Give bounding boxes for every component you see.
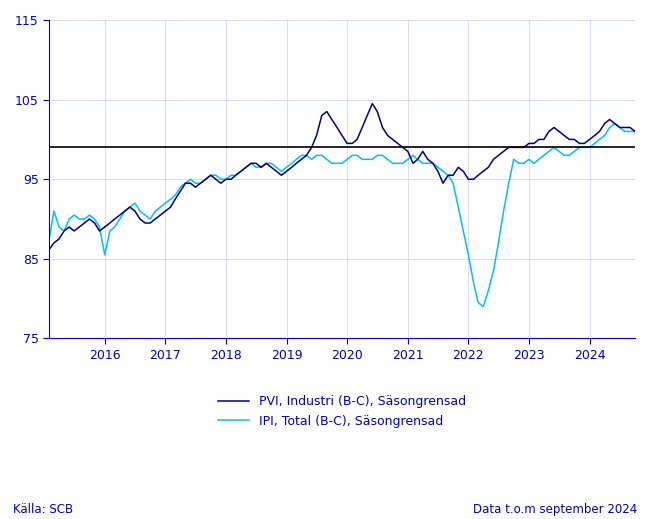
Line: PVI, Industri (B-C), Säsongrensad: PVI, Industri (B-C), Säsongrensad: [49, 104, 650, 249]
Line: IPI, Total (B-C), Säsongrensad: IPI, Total (B-C), Säsongrensad: [49, 76, 650, 307]
Legend: PVI, Industri (B-C), Säsongrensad, IPI, Total (B-C), Säsongrensad: PVI, Industri (B-C), Säsongrensad, IPI, …: [218, 395, 466, 428]
Text: Källa: SCB: Källa: SCB: [13, 503, 73, 516]
Text: Data t.o.m september 2024: Data t.o.m september 2024: [473, 503, 637, 516]
